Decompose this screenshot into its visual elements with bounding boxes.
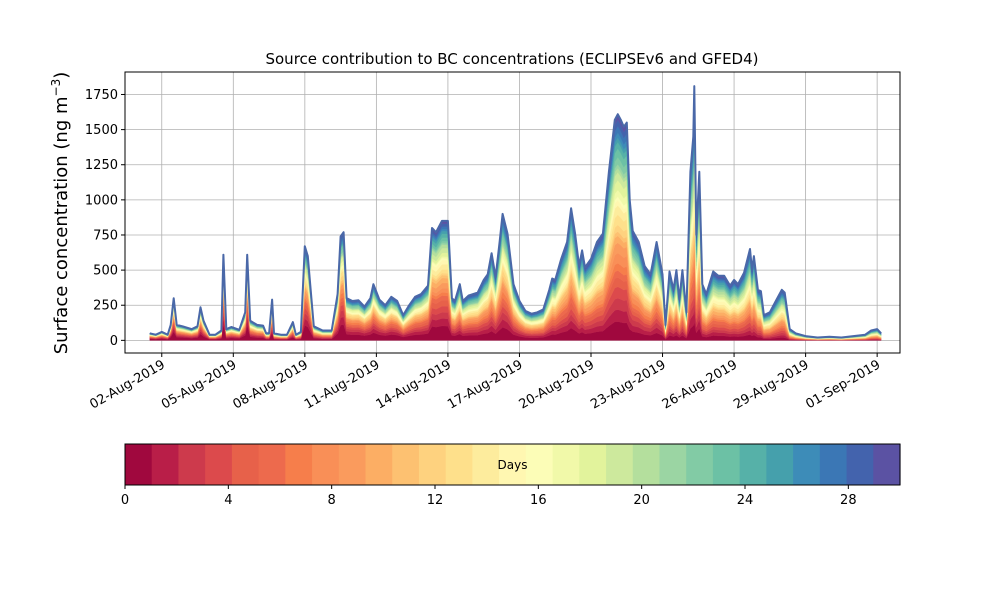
colorbar-swatch-3 bbox=[205, 444, 233, 485]
colorbar-tick-label-2: 8 bbox=[328, 493, 336, 508]
colorbar-tick-label-4: 16 bbox=[530, 493, 547, 508]
y-tick-label-1: 250 bbox=[93, 299, 118, 314]
y-tick-label-0: 0 bbox=[110, 334, 118, 349]
colorbar-tick-label-6: 24 bbox=[737, 493, 754, 508]
colorbar-swatch-9 bbox=[365, 444, 393, 485]
colorbar-swatch-4 bbox=[231, 444, 260, 485]
y-tick-label-2: 500 bbox=[93, 264, 118, 279]
plot-frame bbox=[124, 71, 901, 354]
colorbar-swatch-0 bbox=[125, 444, 153, 485]
colorbar-label: Days bbox=[498, 458, 528, 472]
total-concentration-line bbox=[149, 85, 882, 339]
colorbar-swatch-6 bbox=[285, 444, 313, 485]
colorbar: 0 4 8 12 16 20 24 28 Days bbox=[121, 443, 901, 508]
colorbar-tick-label-5: 20 bbox=[633, 493, 650, 508]
colorbar-swatch-20 bbox=[659, 444, 687, 485]
total-line bbox=[149, 85, 882, 339]
y-tick-label-6: 1500 bbox=[85, 123, 118, 138]
colorbar-swatch-2 bbox=[178, 444, 206, 485]
colorbar-swatch-8 bbox=[338, 444, 367, 485]
colorbar-swatch-23 bbox=[739, 444, 767, 485]
colorbar-tick-label-3: 12 bbox=[427, 493, 444, 508]
colorbar-swatch-1 bbox=[151, 444, 180, 485]
colorbar-swatch-7 bbox=[312, 444, 340, 485]
colorbar-swatch-22 bbox=[712, 444, 741, 485]
colorbar-swatch-27 bbox=[846, 444, 874, 485]
colorbar-swatch-17 bbox=[579, 444, 607, 485]
colorbar-swatch-24 bbox=[766, 444, 794, 485]
y-tick-label-4: 1000 bbox=[85, 193, 118, 208]
y-axis-label-close: ) bbox=[51, 72, 72, 79]
chart-title: Source contribution to BC concentrations… bbox=[265, 50, 758, 68]
y-axis-label: Surface concentration (ng m−3) bbox=[49, 72, 72, 355]
y-axis-label-text: Surface concentration (ng m bbox=[51, 96, 72, 354]
y-tick-label-5: 1250 bbox=[85, 158, 118, 173]
y-tick-label-7: 1750 bbox=[85, 88, 118, 103]
colorbar-swatch-25 bbox=[793, 444, 821, 485]
y-tick-label-3: 750 bbox=[93, 228, 118, 243]
colorbar-swatch-28 bbox=[873, 444, 901, 485]
colorbar-swatch-5 bbox=[258, 444, 286, 485]
colorbar-tick-label-1: 4 bbox=[224, 493, 232, 508]
colorbar-swatch-13 bbox=[472, 444, 500, 485]
colorbar-swatch-11 bbox=[418, 444, 447, 485]
colorbar-swatch-19 bbox=[632, 444, 661, 485]
colorbar-frame bbox=[124, 443, 901, 486]
colorbar-swatch-21 bbox=[686, 444, 714, 485]
colorbar-swatch-15 bbox=[525, 444, 554, 485]
colorbar-swatch-16 bbox=[552, 444, 580, 485]
y-axis-label-exponent: −3 bbox=[49, 79, 63, 97]
colorbar-tick-label-0: 0 bbox=[121, 493, 129, 508]
colorbar-swatch-26 bbox=[819, 444, 848, 485]
colorbar-swatch-12 bbox=[445, 444, 474, 485]
colorbar-swatch-18 bbox=[606, 444, 634, 485]
colorbar-tick-label-7: 28 bbox=[840, 493, 857, 508]
colorbar-swatch-10 bbox=[392, 444, 420, 485]
colorbar-swatch-14 bbox=[499, 444, 527, 485]
stacked-areas bbox=[149, 86, 882, 341]
